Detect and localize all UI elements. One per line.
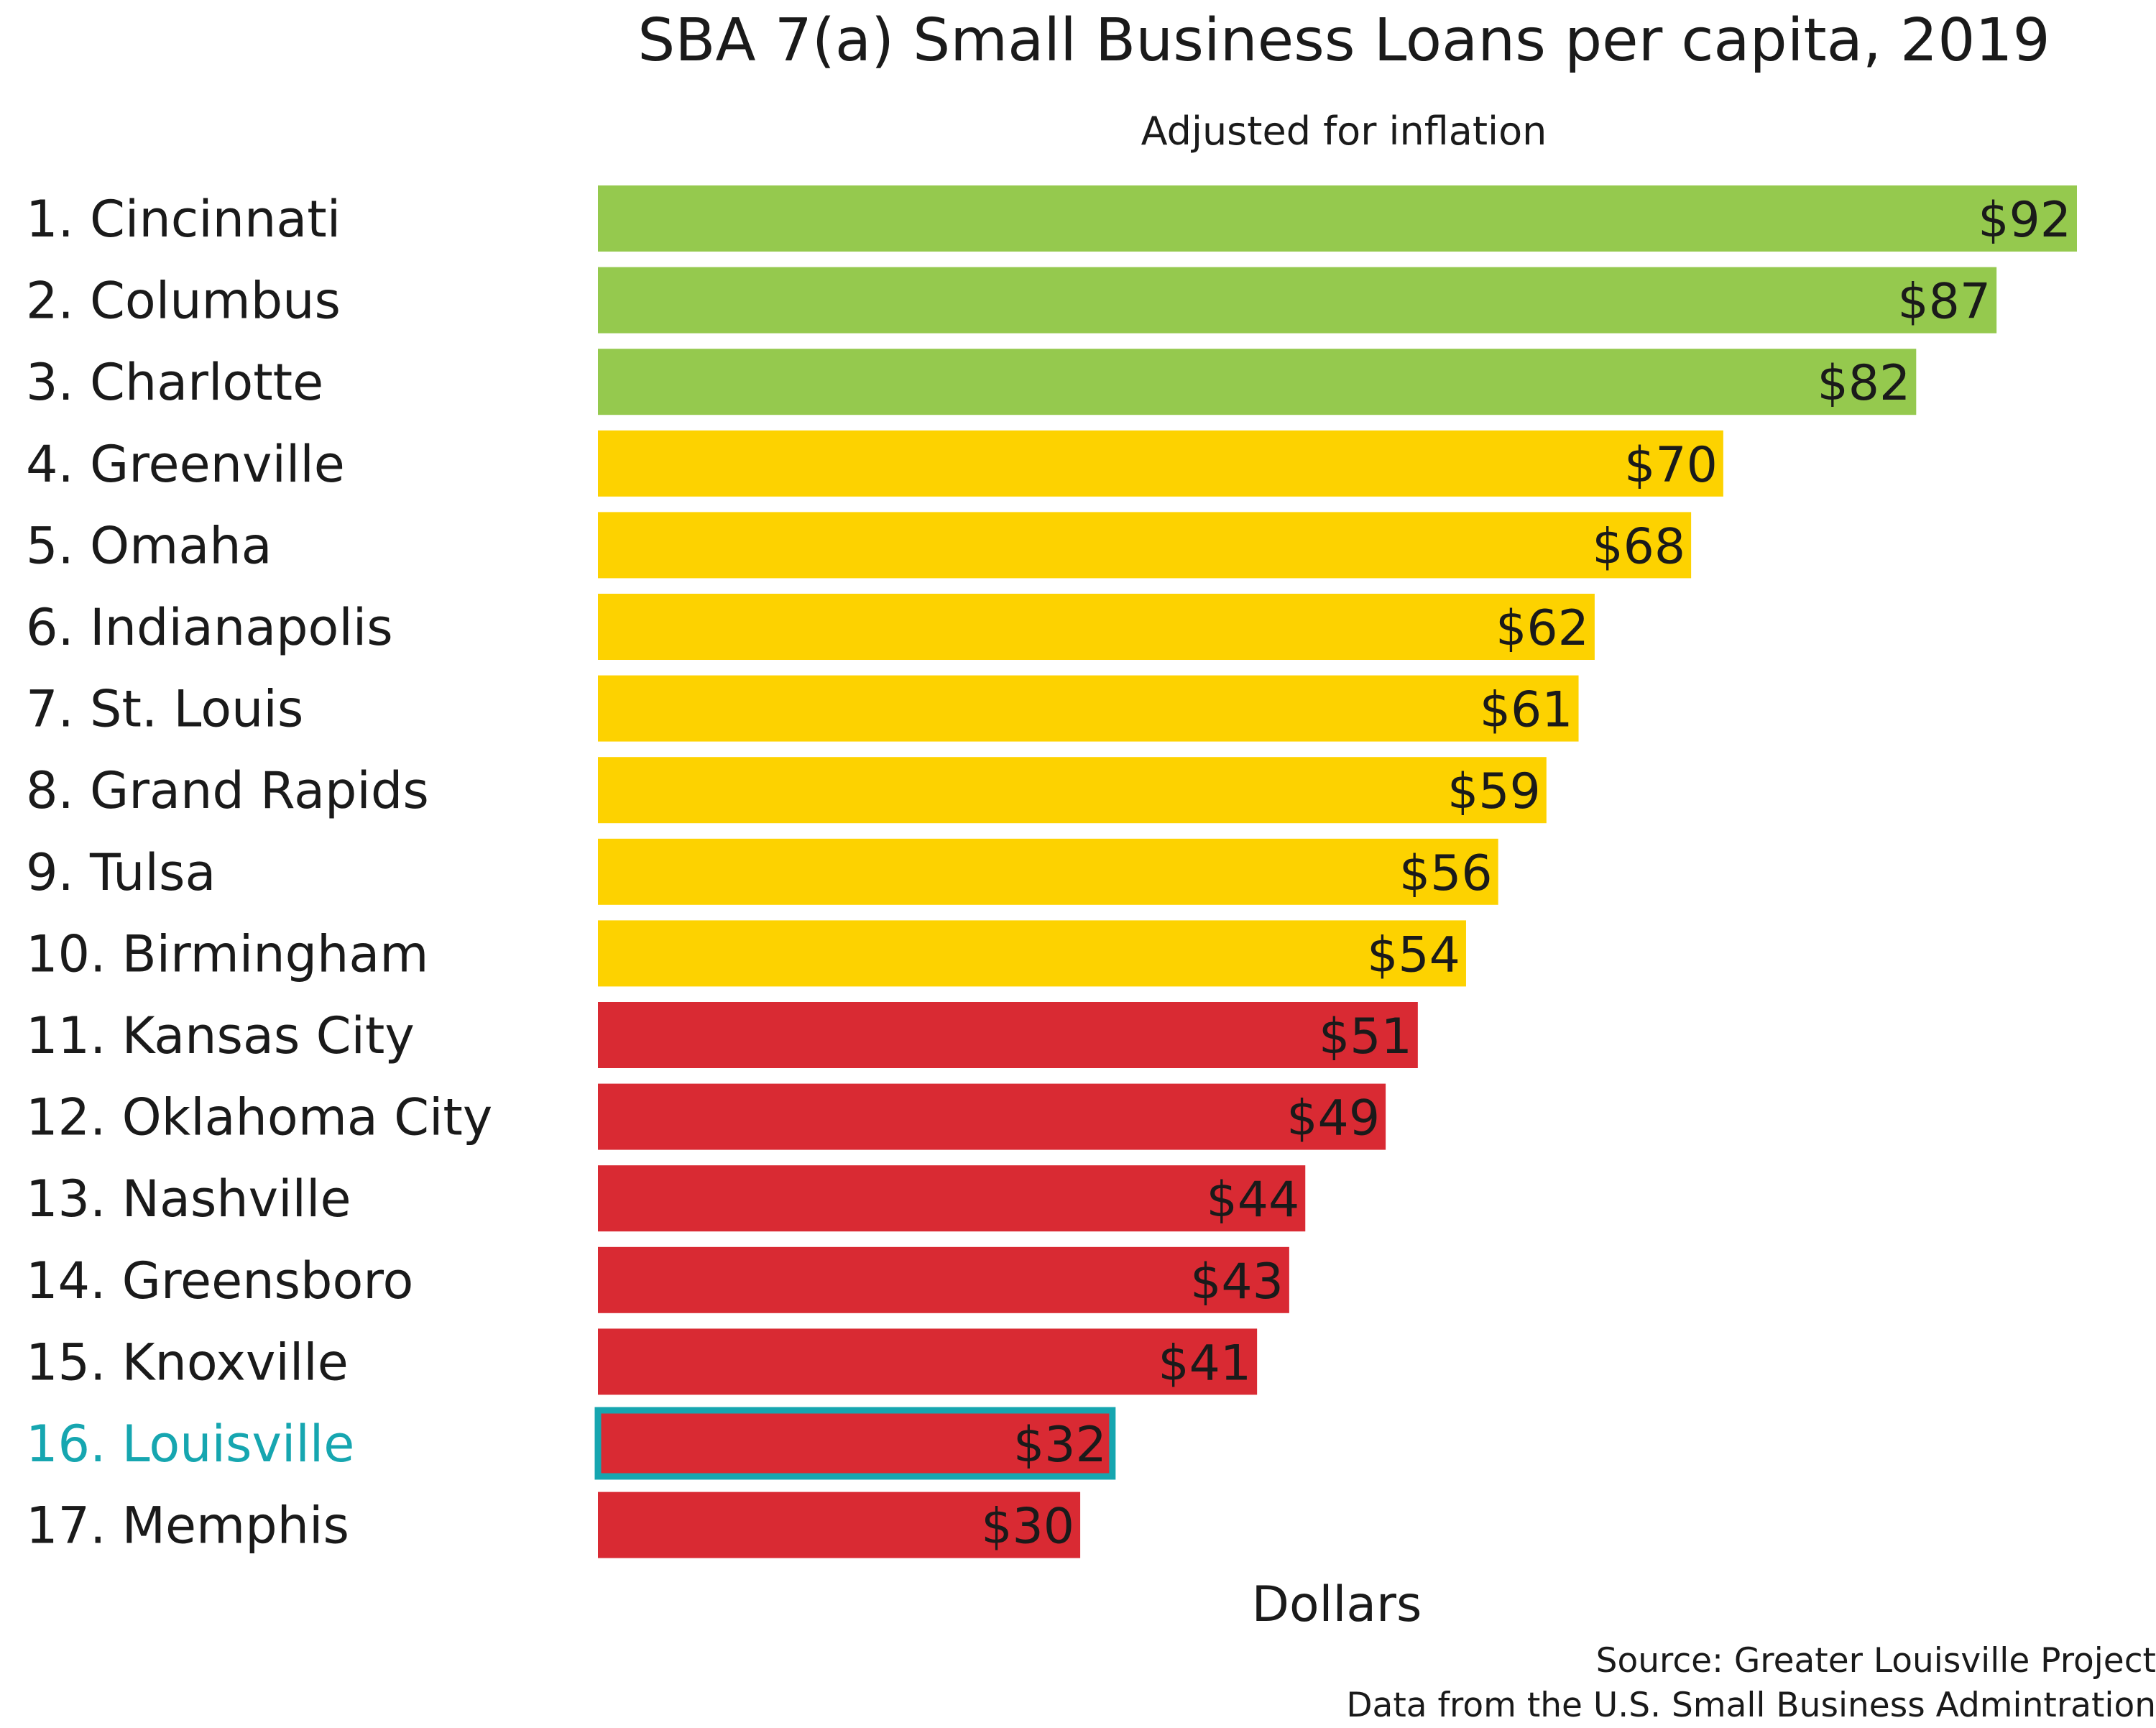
bar-3 [598,430,1723,497]
bar-10 [598,1002,1418,1068]
chart-subtitle: Adjusted for inflation [1141,109,1547,154]
bar-value-label-8: $56 [1399,845,1493,902]
bar-value-label-13: $43 [1190,1254,1284,1310]
bar-15 [594,1407,1116,1480]
bar-2 [598,349,1917,415]
source-line-2: Data from the U.S. Small Business Admint… [1346,1686,2156,1725]
bar-value-label-7: $59 [1447,763,1541,820]
bar-value-label-4: $68 [1592,518,1685,575]
bar-16 [598,1492,1081,1558]
category-label-11: 12. Oklahoma City [26,1088,492,1147]
bar-6 [598,675,1579,742]
bar-0 [598,185,2077,252]
category-label-4: 5. Omaha [26,516,272,575]
category-label-10: 11. Kansas City [26,1006,415,1065]
category-label-5: 6. Indianapolis [26,598,393,657]
bar-value-label-11: $49 [1286,1090,1380,1147]
category-label-13: 14. Greensboro [26,1251,413,1310]
chart-title: SBA 7(a) Small Business Loans per capita… [637,6,2050,75]
category-label-14: 15. Knoxville [26,1333,349,1392]
category-label-12: 13. Nashville [26,1169,351,1228]
category-label-0: 1. Cincinnati [26,190,341,249]
bar-value-label-5: $62 [1496,600,1589,657]
bar-7 [598,757,1547,824]
bar-value-label-14: $41 [1158,1335,1251,1392]
bar-value-label-9: $54 [1367,927,1460,983]
category-label-8: 9. Tulsa [26,843,216,902]
bar-12 [598,1165,1306,1232]
bar-value-label-1: $87 [1897,274,1991,331]
bar-value-label-3: $70 [1624,437,1718,494]
bar-11 [598,1083,1386,1150]
bar-1 [598,267,1997,334]
category-label-2: 3. Charlotte [26,353,323,412]
bar-14 [598,1328,1258,1395]
category-label-16: 17. Memphis [26,1497,349,1555]
bar-5 [598,594,1595,660]
bar-13 [598,1246,1289,1313]
category-label-15: 16. Louisville [26,1415,354,1474]
bar-value-label-10: $51 [1319,1008,1412,1065]
bar-9 [598,920,1466,987]
bar-4 [598,512,1692,579]
category-label-9: 10. Birmingham [26,924,428,983]
source-line-1: Source: Greater Louisville Project [1595,1641,2156,1681]
bar-value-label-2: $82 [1818,355,1911,412]
bar-8 [598,838,1498,905]
bar-value-label-16: $30 [981,1499,1074,1555]
category-label-6: 7. St. Louis [26,680,303,739]
bar-value-label-12: $44 [1206,1172,1299,1228]
bar-value-label-0: $92 [1978,192,2071,249]
x-axis-label: Dollars [1251,1576,1422,1633]
bar-value-label-6: $61 [1480,682,1573,739]
category-label-7: 8. Grand Rapids [26,761,429,820]
category-label-3: 4. Greenville [26,435,345,494]
bar-value-label-15: $32 [1013,1417,1107,1474]
category-label-1: 2. Columbus [26,272,341,331]
